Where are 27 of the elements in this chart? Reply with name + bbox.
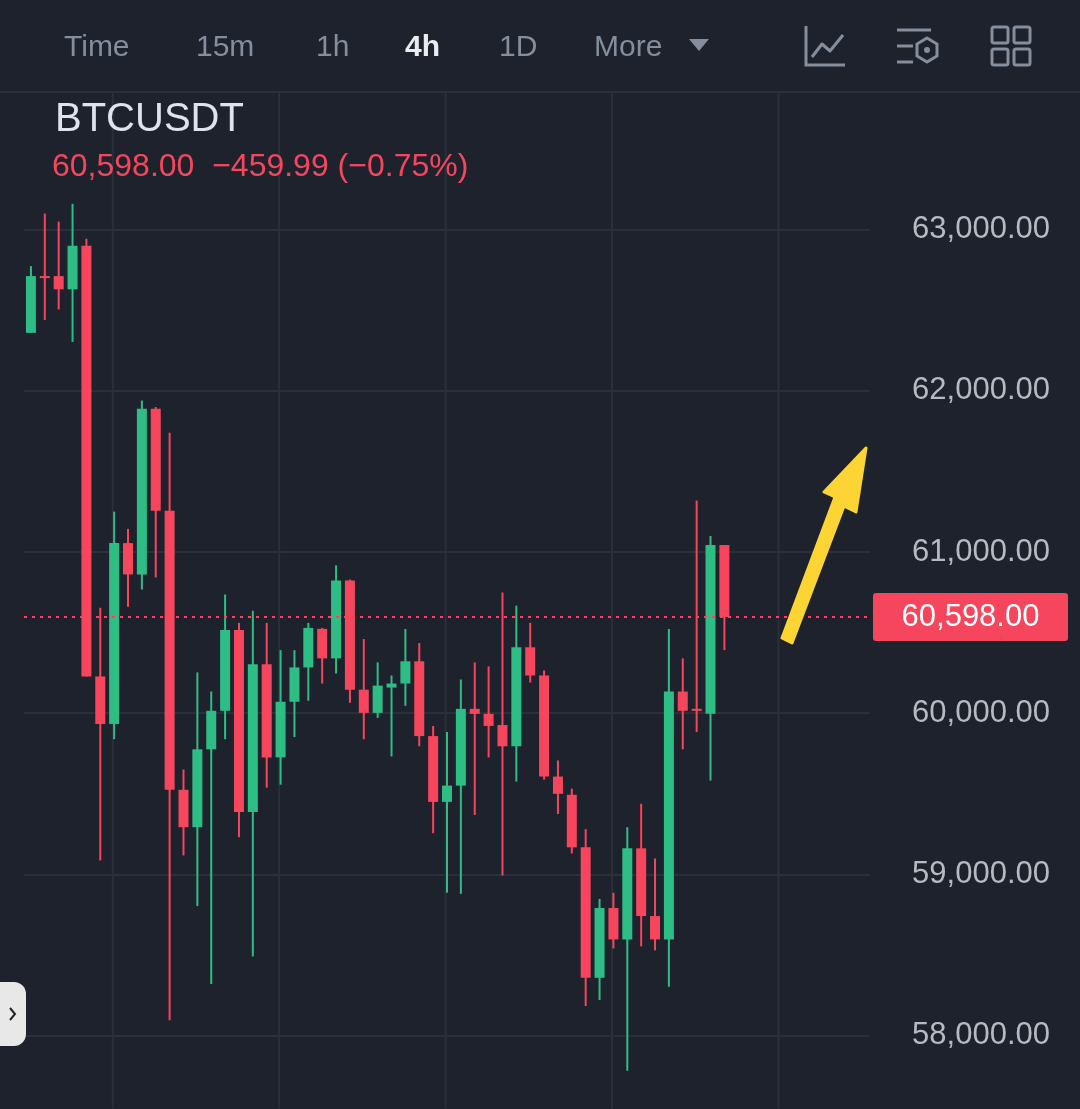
y-tick-label: 58,000.00 — [912, 1016, 1050, 1052]
text: 4h — [405, 28, 441, 64]
candlestick — [386, 674, 397, 758]
text: More — [594, 28, 663, 64]
y-tick-label: 59,000.00 — [912, 855, 1050, 891]
candlestick — [400, 628, 411, 707]
candlestick — [677, 657, 688, 751]
ref-line-label: 60,598.00 — [901, 598, 1040, 634]
text: 1h — [316, 28, 350, 64]
candlestick — [552, 759, 563, 815]
candlestick — [483, 665, 494, 759]
candlestick — [650, 857, 661, 952]
chart-title: BTCUSDT — [55, 94, 244, 140]
text: 60,598.00 −459.99 (−0.75%) — [52, 146, 469, 184]
candlestick — [358, 638, 369, 741]
candlestick — [206, 690, 217, 985]
candlestick — [442, 731, 452, 894]
text: 15m — [196, 28, 255, 64]
candlestick — [53, 220, 64, 311]
y-tick-label: 62,000.00 — [912, 371, 1050, 407]
y-tick-label: 63,000.00 — [912, 210, 1050, 246]
candlestick — [469, 661, 480, 816]
text: 1D — [499, 28, 538, 64]
y-tick-label: 60,000.00 — [912, 693, 1050, 729]
candlestick — [39, 212, 50, 321]
text: Time — [64, 28, 130, 64]
y-tick-label: 61,000.00 — [912, 532, 1050, 568]
